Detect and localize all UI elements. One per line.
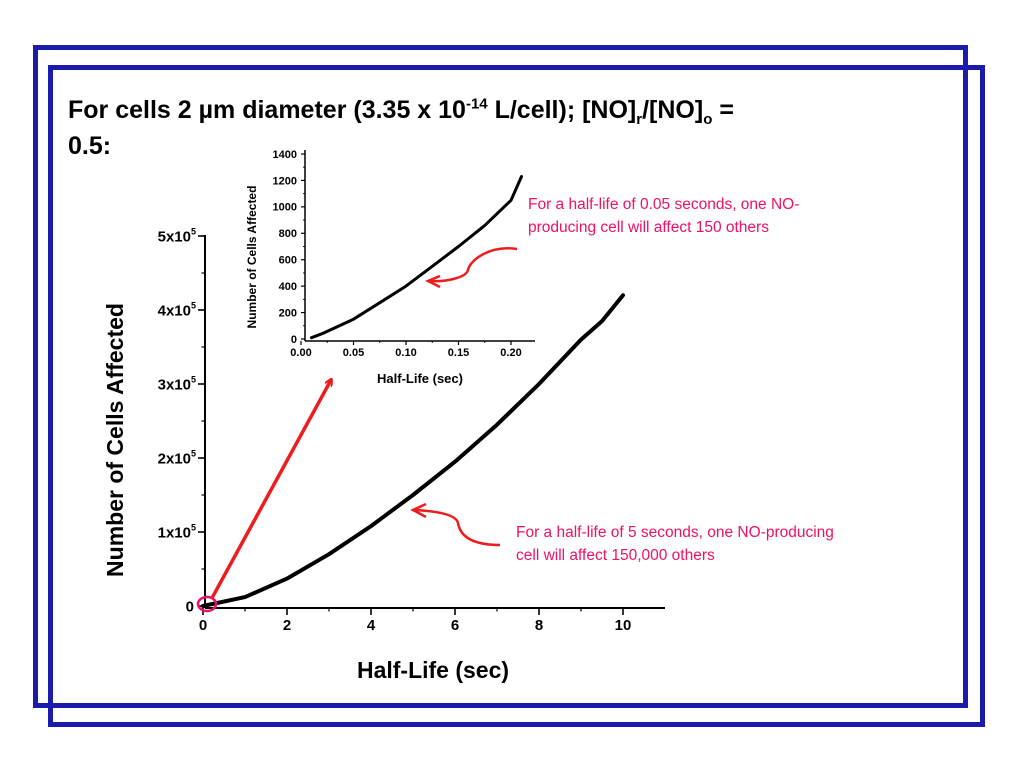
inset-y-tick-label: 600 <box>279 255 297 267</box>
main-x-tick-label: 10 <box>615 617 632 634</box>
main-y-tick-label: 4x105 <box>158 301 196 320</box>
inset-x-tick-label: 0.05 <box>343 347 364 359</box>
title-subscript-r: r <box>636 111 643 128</box>
inset-x-axis-label: Half-Life (sec) <box>377 371 463 386</box>
main-y-axis-label: Number of Cells Affected <box>102 303 128 577</box>
zoom-arrow <box>210 380 331 599</box>
main-x-tick-label: 0 <box>199 617 207 634</box>
title-subscript-o: o <box>703 111 713 128</box>
inset-x-tick-label: 0.10 <box>395 347 416 359</box>
title-text-5: = <box>712 96 734 124</box>
title-mu: µ <box>198 96 214 124</box>
title-text-2: m diameter (3.35 x 10 <box>213 96 466 124</box>
inset-callout-arrow <box>429 247 518 283</box>
inset-y-tick-label: 1200 <box>273 175 297 187</box>
inset-callout-arrowhead <box>424 274 441 289</box>
inset-x-tick-label: 0.20 <box>500 347 521 359</box>
title-exponent: -14 <box>465 95 488 113</box>
main-x-axis-label: Half-Life (sec) <box>357 657 509 683</box>
title-text-4: /[NO] <box>642 96 704 124</box>
inset-y-tick-label: 200 <box>279 307 297 319</box>
main-callout-arrowhead <box>410 502 427 519</box>
inset-y-tick-label: 800 <box>279 228 297 240</box>
main-y-tick-label: 1x105 <box>158 523 196 542</box>
inset-y-tick-label: 400 <box>279 281 297 293</box>
callout-main: For a half-life of 5 seconds, one NO-pro… <box>516 524 834 564</box>
inset-y-tick-label: 0 <box>291 334 297 346</box>
main-y-tick-label: 2x105 <box>158 449 196 468</box>
main-x-tick-label: 4 <box>367 617 376 634</box>
slide-frame-outer <box>33 45 968 708</box>
main-y-tick-label: 5x105 <box>158 227 196 246</box>
inset-y-tick-label: 1000 <box>273 202 297 214</box>
main-y-tick-label: 0 <box>186 598 194 615</box>
title-line-2: 0.5: <box>68 132 112 160</box>
main-y-tick-label: 3x105 <box>158 375 196 394</box>
inset-series-line <box>310 175 523 340</box>
slide-title: For cells 2 µm diameter (3.35 x 10-14 L/… <box>68 92 948 164</box>
title-text-1: For cells 2 <box>68 96 199 124</box>
main-x-tick-label: 6 <box>451 617 459 634</box>
inset-y-tick-label: 1400 <box>273 149 297 161</box>
main-x-tick-label: 8 <box>535 617 543 634</box>
main-series-line <box>201 293 625 608</box>
origin-highlight-circle <box>196 595 218 613</box>
main-x-tick-label: 2 <box>283 617 291 634</box>
title-text-3: L/cell); [NO] <box>487 96 637 124</box>
inset-x-tick-label: 0.15 <box>448 347 469 359</box>
callout-inset: For a half-life of 0.05 seconds, one NO-… <box>528 196 800 236</box>
inset-y-axis-label: Number of Cells Affected <box>245 186 259 329</box>
slide-frame-inner <box>48 65 985 727</box>
inset-x-tick-label: 0.00 <box>290 347 311 359</box>
main-callout-arrow <box>413 508 501 547</box>
